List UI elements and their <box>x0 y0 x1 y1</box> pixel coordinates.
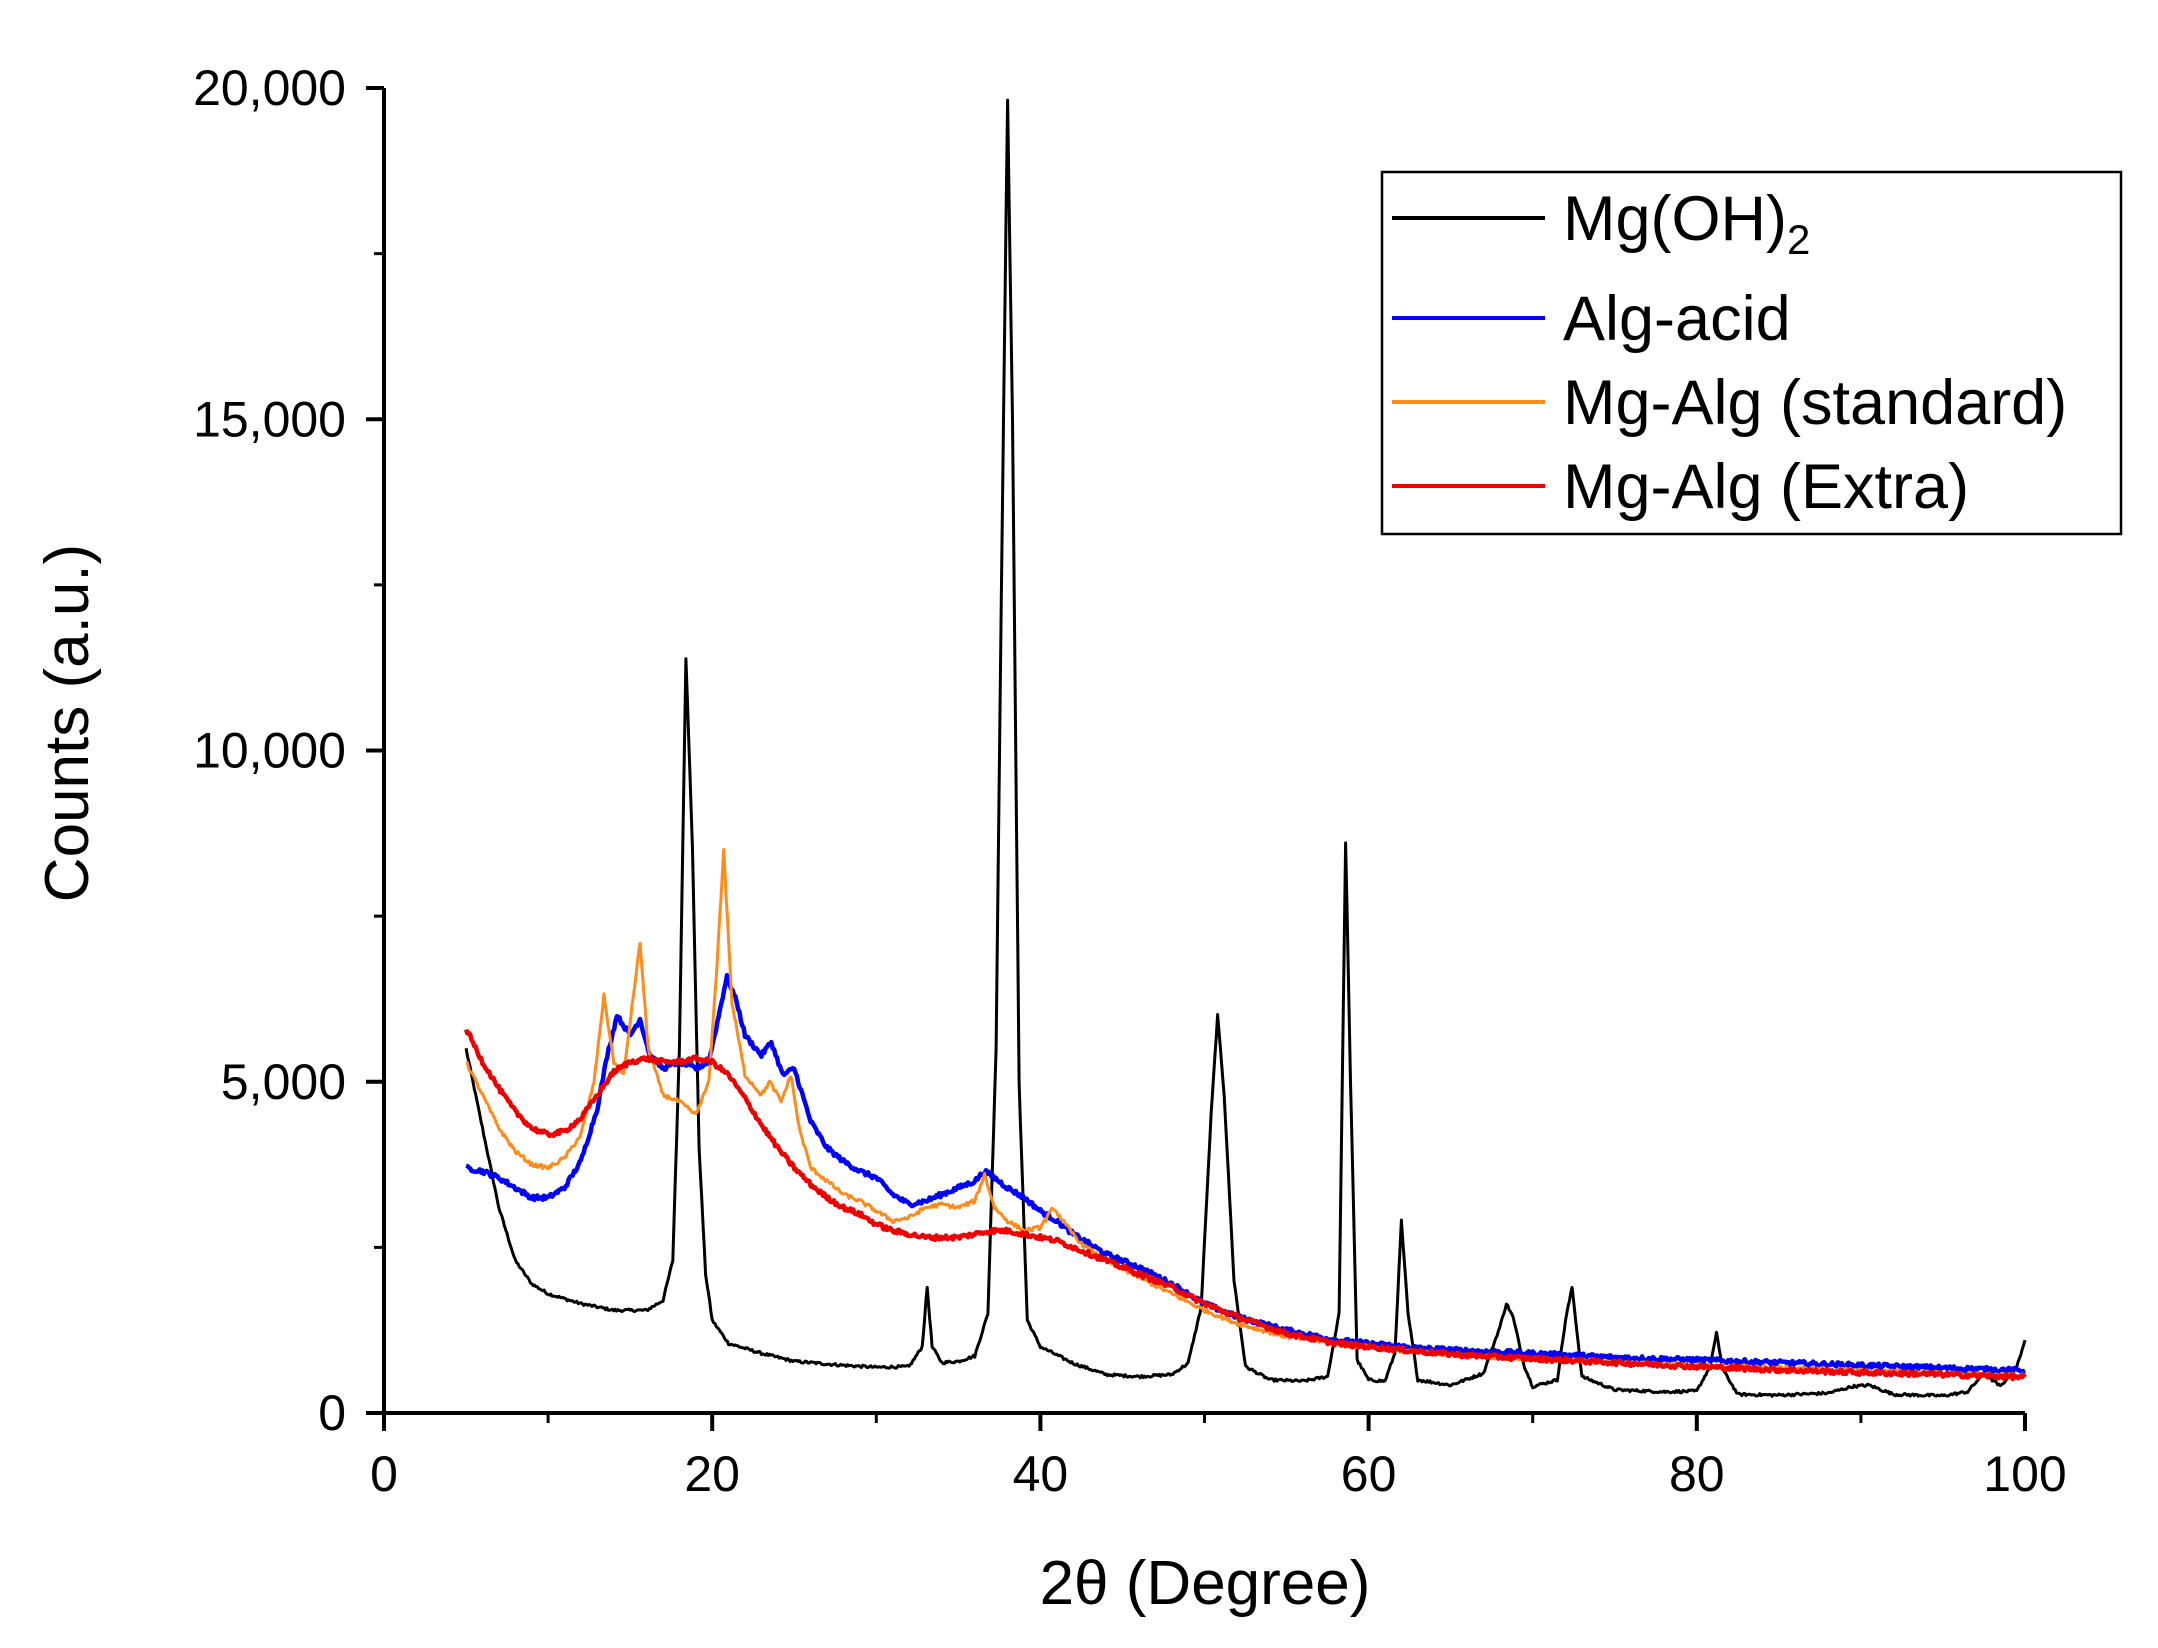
y-tick-label: 10,000 <box>193 723 346 779</box>
tick-layer: 0 20 40 60 80 100 0 5,000 10,000 15,000 20,000 <box>193 60 2067 1502</box>
y-tick-label: 5,000 <box>221 1054 346 1110</box>
series-line-mg-alg-standard <box>465 848 2027 1379</box>
x-axis-title: 2θ (Degree) <box>1040 1549 1371 1618</box>
x-tick-label: 40 <box>1013 1446 1069 1502</box>
legend: Mg(OH)2 Alg-acid Mg-Alg (standard) Mg-Al… <box>1380 170 2123 536</box>
x-tick-label: 80 <box>1669 1446 1725 1502</box>
legend-box <box>1380 170 2123 536</box>
y-tick-label: 0 <box>318 1385 346 1441</box>
legend-label-mgoh2: Mg(OH)2 <box>1563 184 1810 263</box>
x-tick-label: 0 <box>370 1446 398 1502</box>
y-axis-title: Counts (a.u.) <box>33 544 102 902</box>
x-tick-label: 60 <box>1341 1446 1397 1502</box>
legend-label-alg-acid: Alg-acid <box>1563 284 1791 354</box>
series-line-mgoh2 <box>464 98 2027 1398</box>
x-tick-label: 100 <box>1983 1446 2066 1502</box>
legend-label-mg-alg-extra: Mg-Alg (Extra) <box>1563 452 1969 522</box>
y-tick-label: 15,000 <box>193 391 346 447</box>
series-layer <box>463 98 2027 1398</box>
x-tick-label: 20 <box>684 1446 740 1502</box>
y-tick-label: 20,000 <box>193 60 346 116</box>
series-line-mg-alg-extra <box>463 1028 2027 1382</box>
legend-label-mg-alg-standard: Mg-Alg (standard) <box>1563 368 2067 438</box>
